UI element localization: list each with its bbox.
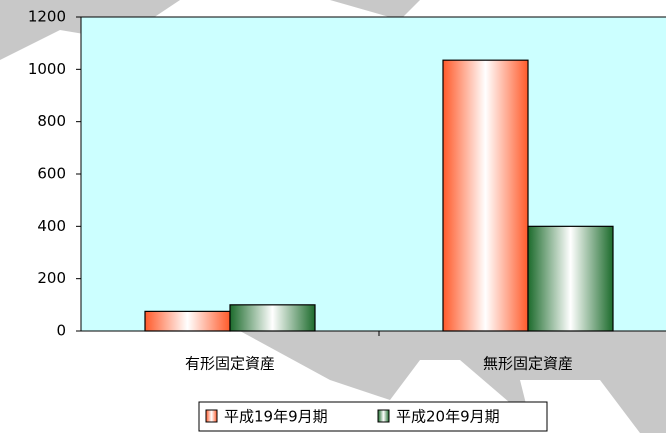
legend-swatch <box>205 409 218 423</box>
y-tick-label: 0 <box>56 322 66 340</box>
y-tick-label: 200 <box>37 269 66 287</box>
x-tick-label: 有形固定資産 <box>185 355 275 373</box>
legend-swatch <box>377 409 390 423</box>
x-tick-label: 無形固定資産 <box>483 355 573 373</box>
y-tick-label: 600 <box>37 165 66 183</box>
legend-label: 平成20年9月期 <box>396 408 500 426</box>
y-tick-label: 400 <box>37 217 66 235</box>
bar <box>442 59 529 332</box>
bar <box>229 304 316 332</box>
legend-label: 平成19年9月期 <box>224 408 328 426</box>
y-tick-label: 800 <box>37 112 66 130</box>
bar <box>144 310 231 332</box>
legend-box <box>198 401 548 432</box>
y-tick-label: 1000 <box>28 60 66 78</box>
bar <box>527 225 614 332</box>
y-tick-label: 1200 <box>28 8 66 26</box>
